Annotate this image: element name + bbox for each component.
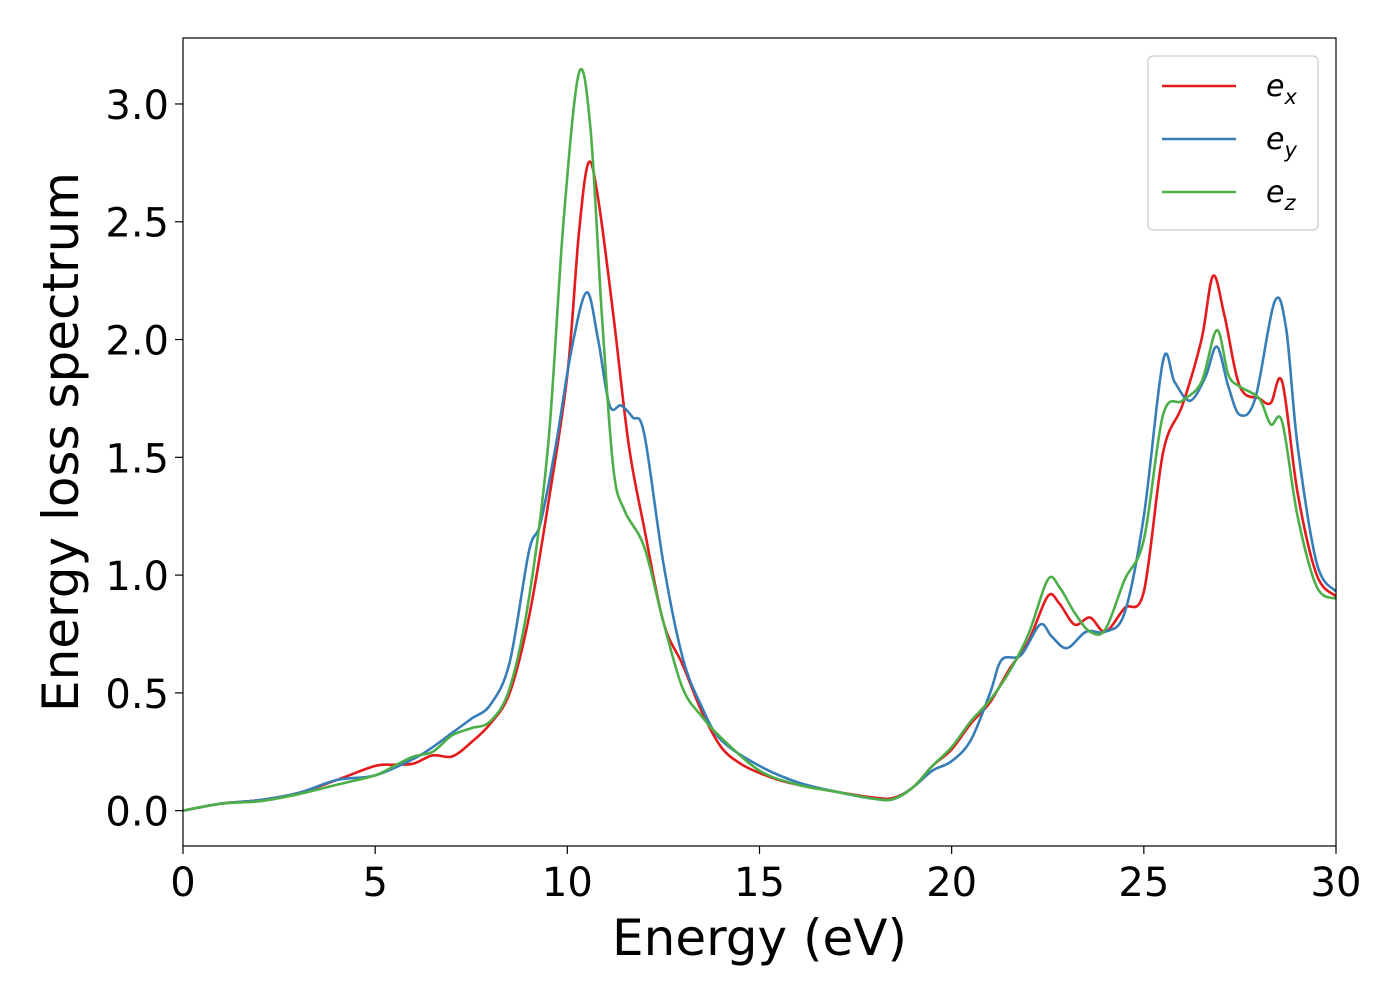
x-tick-label: 5: [362, 860, 387, 906]
y-tick-label: 3.0: [105, 83, 169, 129]
series-line-ex: [182, 160, 1337, 812]
legend-label: ez: [1266, 175, 1296, 215]
legend-label-name: e: [1266, 175, 1284, 210]
legend-label: ex: [1266, 69, 1297, 109]
x-tick-label: 10: [542, 860, 593, 906]
legend-label-subscript: x: [1283, 85, 1297, 109]
legend-label-subscript: y: [1283, 138, 1297, 162]
legend-label-name: e: [1266, 122, 1284, 157]
legend-label: ey: [1266, 122, 1297, 162]
x-tick-label: 30: [1311, 860, 1362, 906]
series-line-ez: [182, 67, 1337, 812]
x-tick-label: 0: [170, 860, 195, 906]
y-axis-label: Energy loss spectrum: [32, 172, 90, 712]
series-line-ey: [182, 291, 1338, 812]
x-tick-label: 20: [926, 860, 977, 906]
legend-label-subscript: z: [1283, 191, 1296, 215]
y-axis-ticks: 0.0 0.5 1.0 1.5 2.0 2.5 3.0: [105, 83, 183, 836]
y-tick-label: 2.5: [105, 201, 169, 247]
y-tick-label: 0.0: [105, 790, 169, 836]
y-tick-label: 1.5: [105, 436, 169, 482]
legend-box: [1147, 55, 1319, 231]
y-tick-label: 2.0: [105, 319, 169, 365]
x-axis-ticks: 0 5 10 15 20 25 30: [170, 846, 1361, 906]
x-tick-label: 15: [734, 860, 785, 906]
x-axis-label: Energy (eV): [612, 909, 907, 967]
y-tick-label: 0.5: [105, 672, 169, 718]
legend-label-name: e: [1266, 69, 1284, 104]
series-lines: [182, 67, 1338, 812]
y-tick-label: 1.0: [105, 554, 169, 600]
x-tick-label: 25: [1118, 860, 1169, 906]
